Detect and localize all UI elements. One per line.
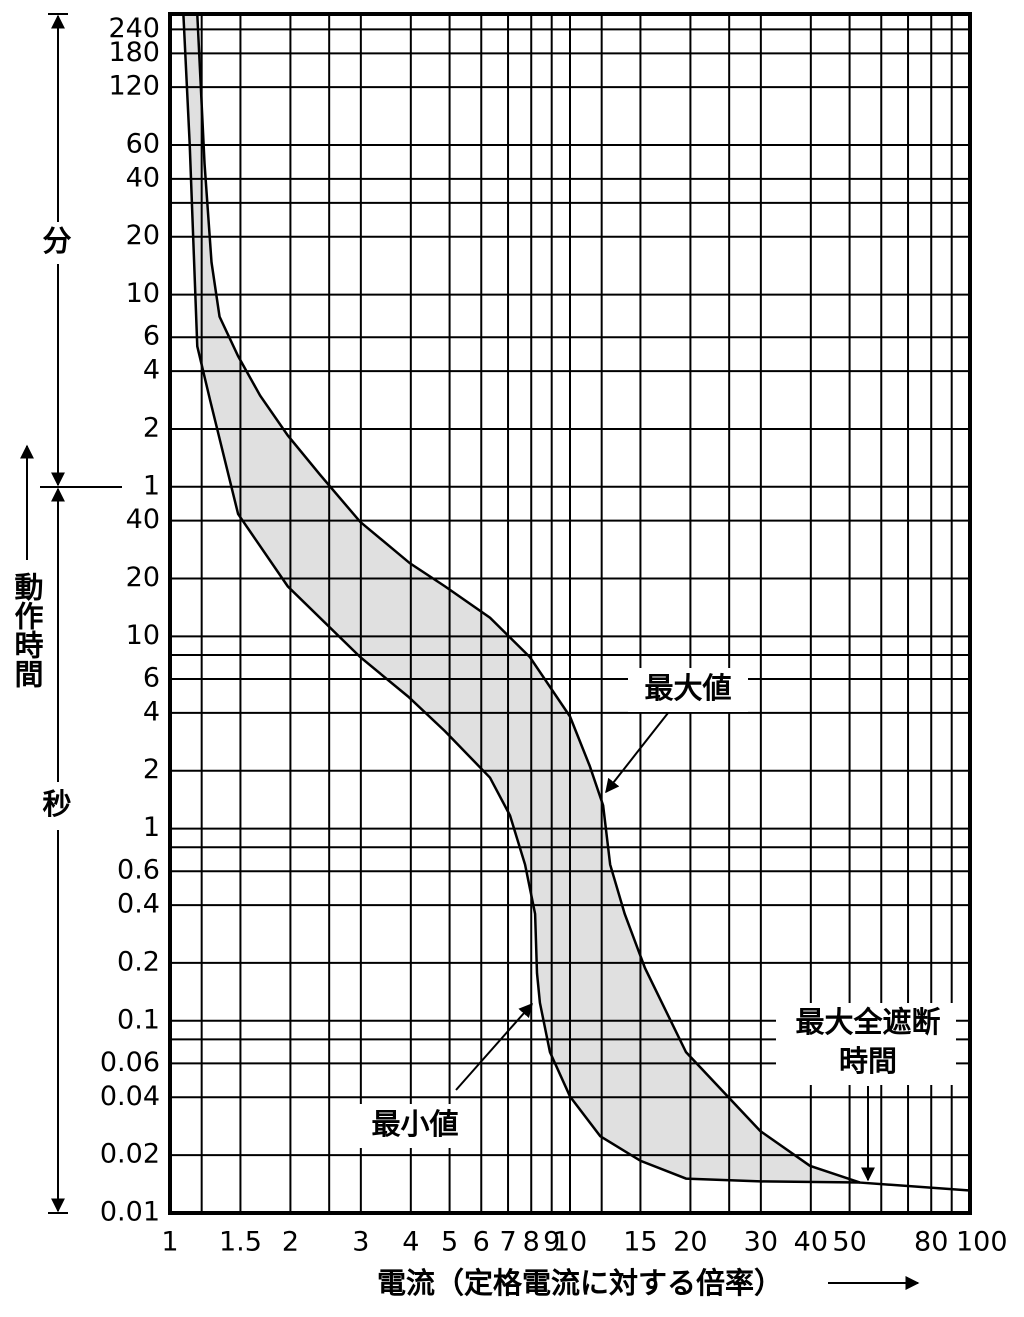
x-tick-label: 7 bbox=[499, 1227, 516, 1258]
annotation: 時間 bbox=[839, 1044, 897, 1078]
y-tick-label: 0.04 bbox=[100, 1081, 160, 1112]
y-tick-label: 20 bbox=[126, 562, 160, 593]
y-tick-label: 40 bbox=[126, 162, 160, 193]
y-section-label: 秒 bbox=[42, 787, 71, 821]
unit-bracket bbox=[20, 13, 920, 1290]
x-tick-label: 100 bbox=[956, 1227, 1008, 1258]
x-tick-label: 1.5 bbox=[219, 1227, 262, 1258]
y-tick-label: 0.02 bbox=[100, 1139, 160, 1170]
annotation: 最大全遮断 bbox=[795, 1005, 940, 1039]
x-tick-label: 30 bbox=[744, 1227, 778, 1258]
x-tick-label: 2 bbox=[282, 1227, 299, 1258]
y-tick-label: 0.4 bbox=[117, 889, 160, 920]
x-axis-label: 電流（定格電流に対する倍率） bbox=[377, 1266, 783, 1300]
y-tick-label: 120 bbox=[108, 71, 160, 102]
y-tick-label: 0.6 bbox=[117, 855, 160, 886]
x-tick-label: 4 bbox=[402, 1227, 419, 1258]
y-tick-label: 0.01 bbox=[100, 1197, 160, 1228]
x-tick-label: 10 bbox=[553, 1227, 587, 1258]
x-tick-label: 6 bbox=[473, 1227, 490, 1258]
y-tick-label: 180 bbox=[108, 37, 160, 68]
y-tick-label: 2 bbox=[143, 412, 160, 443]
plot-frame bbox=[168, 12, 972, 1215]
band-fill bbox=[183, 14, 970, 1191]
y-tick-label: 2 bbox=[143, 754, 160, 785]
x-tick-label: 1 bbox=[161, 1227, 178, 1258]
x-tick-label: 15 bbox=[623, 1227, 657, 1258]
label-bg bbox=[628, 668, 748, 712]
y-tick-label: 4 bbox=[143, 355, 160, 386]
x-tick-label: 8 bbox=[523, 1227, 540, 1258]
label-bg bbox=[776, 1003, 956, 1085]
annotation-arrow bbox=[455, 1002, 533, 1091]
y-tick-label: 6 bbox=[143, 663, 160, 694]
x-tick-label: 5 bbox=[441, 1227, 458, 1258]
y-tick-label: 0.1 bbox=[117, 1004, 160, 1035]
y-tick-label: 240 bbox=[108, 13, 160, 44]
y-tick-label: 6 bbox=[143, 321, 160, 352]
y-section-label: 分 bbox=[42, 224, 71, 258]
y-tick-label: 60 bbox=[126, 129, 160, 160]
plot-area bbox=[168, 12, 972, 1215]
y-tick-label: 1 bbox=[143, 812, 160, 843]
annotation-arrow bbox=[605, 712, 669, 794]
label-bg bbox=[355, 1104, 475, 1148]
x-tick-label: 9 bbox=[543, 1227, 560, 1258]
curve bbox=[182, 13, 861, 1184]
y-tick-label: 0.06 bbox=[100, 1047, 160, 1078]
y-tick-label: 4 bbox=[143, 696, 160, 727]
y-axis-label: 動作時間 bbox=[10, 572, 44, 688]
series-label: 最大値 bbox=[644, 671, 731, 705]
curve bbox=[196, 13, 971, 1192]
y-tick-label: 1 bbox=[143, 470, 160, 501]
x-tick-label: 20 bbox=[673, 1227, 707, 1258]
y-tick-label: 20 bbox=[126, 220, 160, 251]
y-tick-label: 10 bbox=[126, 278, 160, 309]
x-tick-label: 40 bbox=[794, 1227, 828, 1258]
y-tick-label: 40 bbox=[126, 504, 160, 535]
x-tick-label: 3 bbox=[352, 1227, 369, 1258]
x-tick-label: 50 bbox=[832, 1227, 866, 1258]
series-label: 最小値 bbox=[371, 1107, 458, 1141]
y-tick-label: 0.2 bbox=[117, 946, 160, 977]
x-tick-label: 80 bbox=[914, 1227, 948, 1258]
y-tick-label: 10 bbox=[126, 620, 160, 651]
